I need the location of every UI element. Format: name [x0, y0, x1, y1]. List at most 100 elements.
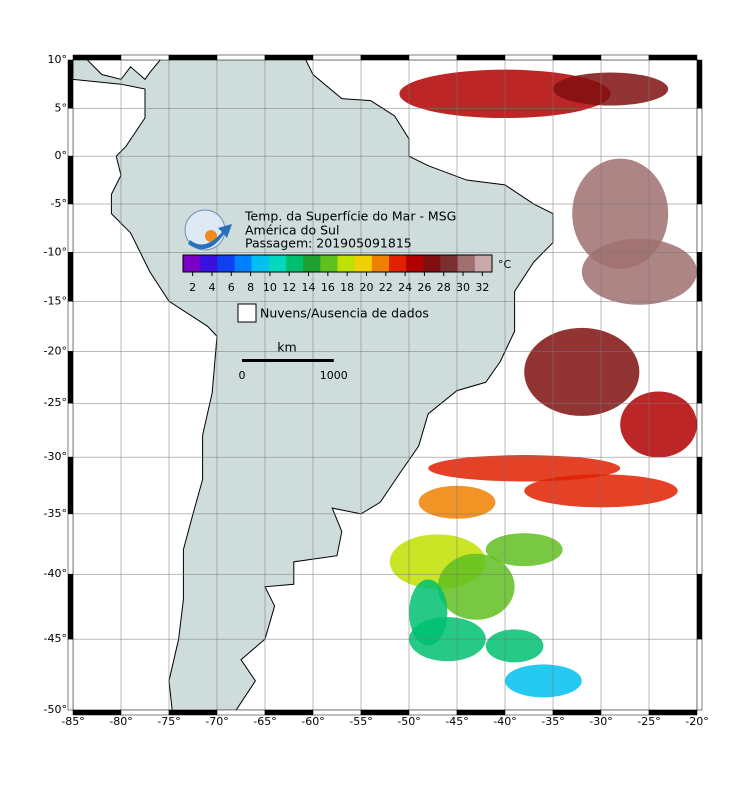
border-segment — [696, 301, 703, 352]
sst-patch — [620, 391, 697, 458]
x-tick-label: -55° — [349, 715, 372, 728]
y-tick-label: -10° — [44, 245, 67, 258]
sst-patch — [428, 455, 621, 482]
colorbar-label: 6 — [228, 281, 235, 294]
border-segment — [552, 709, 602, 716]
border-segment — [360, 54, 410, 61]
border-segment — [67, 252, 74, 302]
y-tick-label: -50° — [44, 703, 67, 716]
colorbar-label: 24 — [398, 281, 412, 294]
x-tick-label: -20° — [685, 715, 708, 728]
sst-patch — [485, 533, 563, 567]
colorbar-label: 14 — [302, 281, 316, 294]
x-tick-label: -25° — [637, 715, 660, 728]
border-segment — [67, 155, 74, 205]
border-segment — [408, 54, 458, 61]
x-tick-label: -40° — [493, 715, 516, 728]
colorbar-segment — [337, 255, 356, 272]
border-segment — [67, 203, 74, 253]
sst-patch — [581, 238, 697, 305]
border-segment — [67, 59, 74, 109]
border-segment — [264, 54, 314, 61]
border-segment — [552, 54, 602, 61]
border-segment — [67, 573, 74, 640]
x-tick-label: -80° — [109, 715, 132, 728]
border-segment — [168, 709, 218, 716]
scale-label: 0 — [239, 369, 246, 382]
y-tick-label: -20° — [44, 344, 67, 357]
y-tick-label: 10° — [48, 53, 68, 66]
no-data-label: Nuvens/Ausencia de dados — [260, 306, 429, 321]
border-segment — [72, 54, 122, 61]
y-tick-label: -5° — [51, 197, 67, 210]
border-segment — [696, 351, 703, 404]
colorbar-label: 28 — [437, 281, 451, 294]
x-tick-label: -45° — [445, 715, 468, 728]
colorbar-segment — [389, 255, 407, 272]
border-segment — [216, 709, 266, 716]
sst-patch — [409, 579, 448, 646]
border-segment — [72, 709, 122, 716]
border-segment — [696, 203, 703, 253]
colorbar-segment — [474, 255, 493, 272]
x-tick-label: -50° — [397, 715, 420, 728]
colorbar-segment — [406, 255, 424, 272]
colorbar-segment — [268, 255, 287, 272]
sst-patch — [505, 664, 582, 698]
colorbar-segment — [303, 255, 321, 272]
border-segment — [67, 513, 74, 575]
colorbar-segment — [320, 255, 338, 272]
border-segment — [312, 709, 362, 716]
border-segment — [696, 456, 703, 515]
border-segment — [696, 638, 703, 711]
no-data-swatch — [237, 303, 257, 323]
colorbar-label: 18 — [340, 281, 354, 294]
border-segment — [600, 709, 650, 716]
scale-unit: km — [277, 340, 296, 355]
colorbar-segment — [217, 255, 235, 272]
border-segment — [312, 54, 362, 61]
colorbar-outline — [182, 254, 493, 273]
colorbar-label: 20 — [359, 281, 373, 294]
colorbar-segment — [183, 255, 201, 272]
border-segment — [504, 709, 554, 716]
border-segment — [264, 709, 314, 716]
colorbar-segment — [457, 255, 476, 272]
border-segment — [696, 155, 703, 205]
border-segment — [67, 301, 74, 352]
y-tick-label: 5° — [55, 101, 68, 114]
border-segment — [648, 709, 698, 716]
colorbar-segment — [371, 255, 390, 272]
border-segment — [696, 513, 703, 575]
border-segment — [696, 59, 703, 109]
legend-title: Temp. da Superfície do Mar - MSG — [244, 209, 456, 224]
legend-pass: Passagem: 201905091815 — [245, 236, 412, 251]
border-segment — [67, 108, 74, 157]
x-tick-label: -85° — [61, 715, 84, 728]
border-segment — [67, 456, 74, 515]
colorbar-segment — [200, 255, 218, 272]
logo-arrow — [188, 224, 232, 250]
x-tick-label: -75° — [157, 715, 180, 728]
colorbar-label: 26 — [417, 281, 431, 294]
scale-bar — [242, 359, 334, 362]
colorbar-segment — [286, 255, 304, 272]
colorbar-label: 4 — [208, 281, 215, 294]
border-segment — [696, 252, 703, 302]
colorbar-label: 2 — [189, 281, 196, 294]
scale-label: 1000 — [320, 369, 348, 382]
legend-region: América do Sul — [245, 223, 339, 238]
colorbar-label: 16 — [321, 281, 335, 294]
border-segment — [408, 709, 458, 716]
sst-patch — [437, 553, 515, 620]
colorbar-segment — [251, 255, 270, 272]
colorbar-segment — [354, 255, 373, 272]
legend: Temp. da Superfície do Mar - MSG América… — [182, 209, 512, 382]
y-tick-label: -30° — [44, 450, 67, 463]
colorbar-label: 12 — [282, 281, 296, 294]
colorbar-segment — [423, 255, 441, 272]
border-segment — [168, 54, 218, 61]
y-tick-label: -15° — [44, 294, 67, 307]
colorbar-label: 32 — [475, 281, 489, 294]
